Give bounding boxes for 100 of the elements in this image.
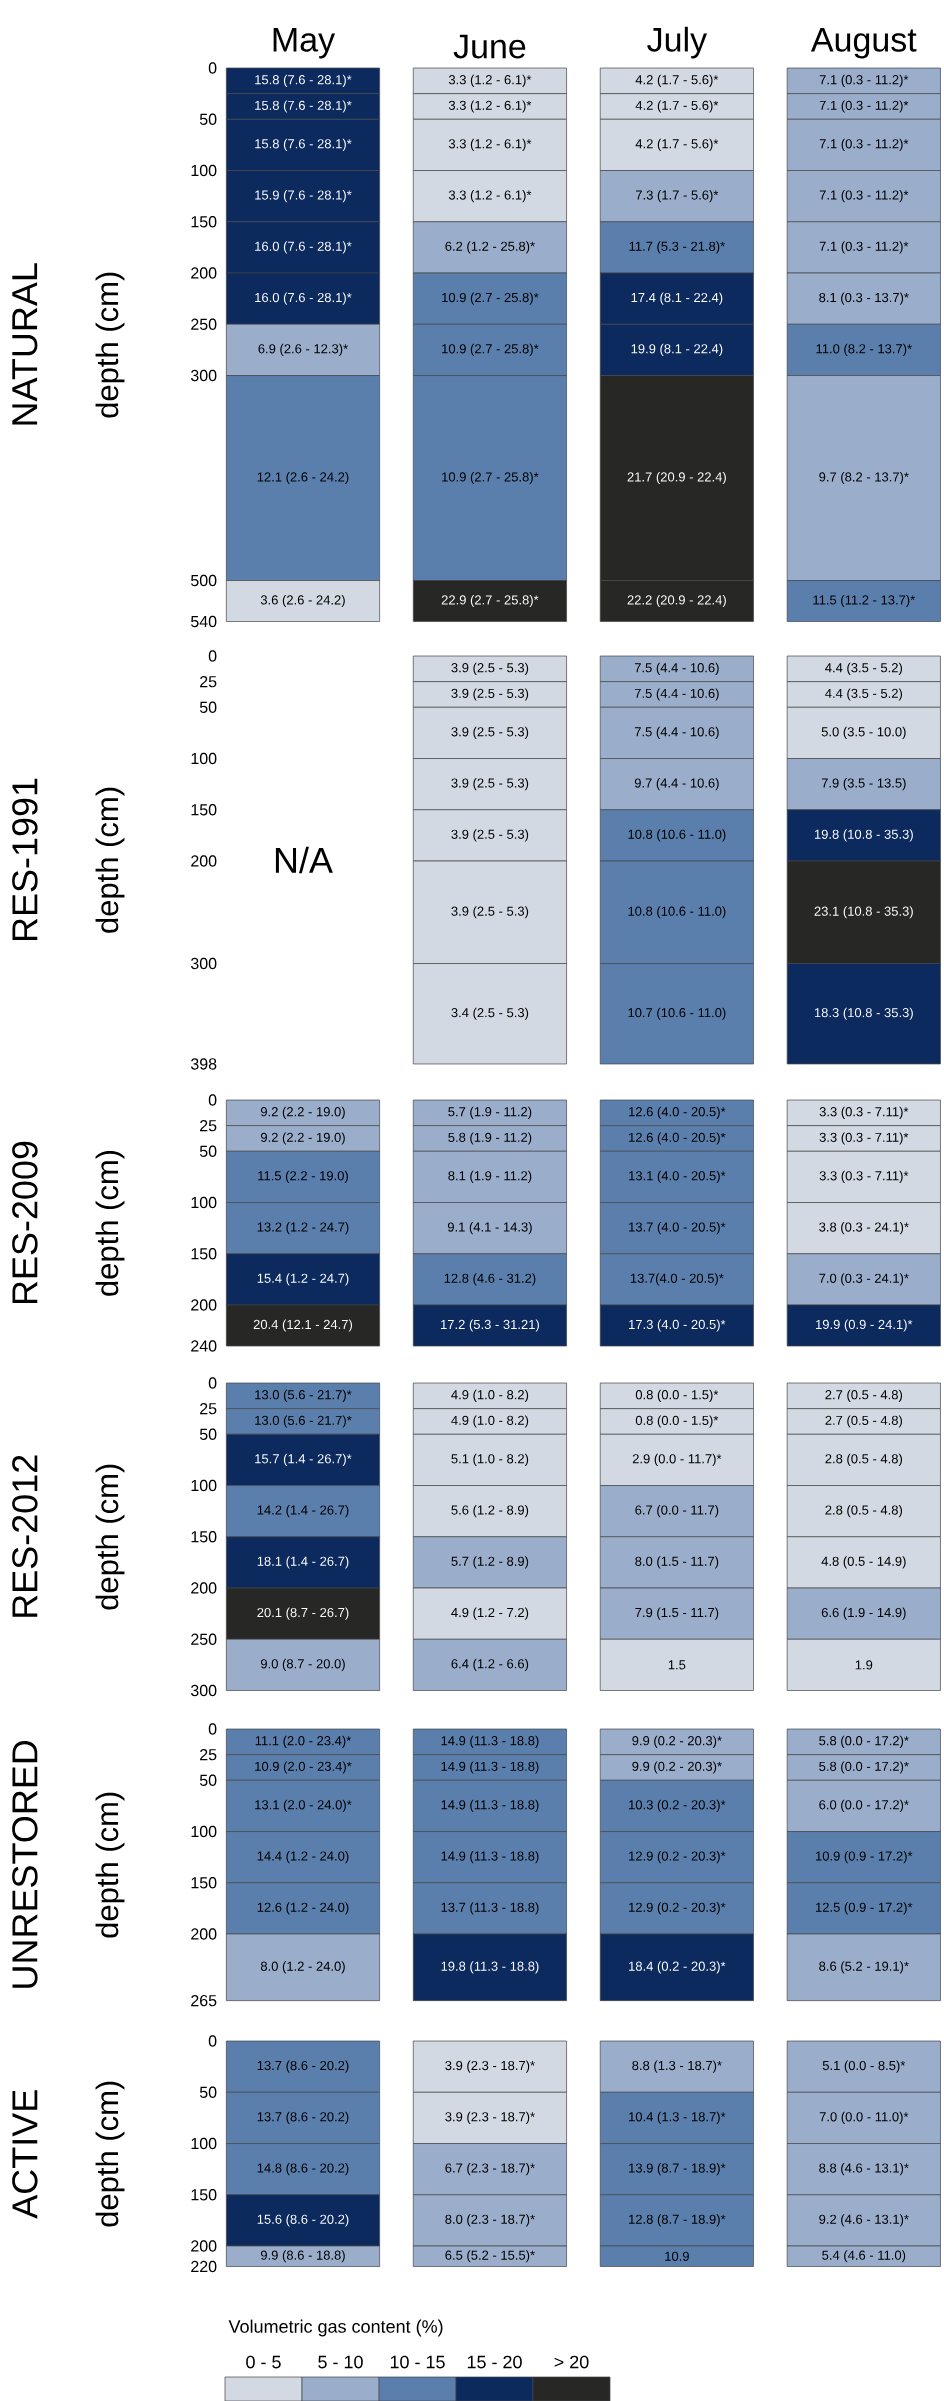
annotation: 12.9 (0.2 - 20.3)* (629, 1902, 726, 1915)
x-tick-label: May (273, 28, 336, 59)
annotation: 6.4 (1.2 - 6.6) (451, 1658, 529, 1671)
annotation: 8.6 (5.2 - 19.1)* (819, 1961, 909, 1974)
x-tick-label: June (453, 34, 526, 59)
annotation: 7.5 (4.4 - 10.6) (634, 688, 719, 701)
text: RES-2009 (12, 1141, 38, 1304)
annotation: 3.3 (0.3 - 7.11)* (819, 1132, 909, 1145)
category-label: 10 - 15 (390, 2355, 445, 2369)
annotation: 6.2 (1.2 - 25.8)* (445, 241, 535, 254)
annotation: 10.9 (665, 2251, 689, 2261)
annotation: 3.6 (2.6 - 24.2) (260, 594, 345, 608)
annotation: 3.9 (2.3 - 18.7)* (445, 2060, 535, 2073)
y-axis-title: depth (cm) (95, 2081, 125, 2227)
y-tick-label: 200 (191, 2240, 217, 2252)
annotation: 9.2 (4.6 - 13.1)* (819, 2214, 909, 2227)
annotation: 19.9 (0.9 - 24.1)* (816, 1319, 913, 1332)
annotation: 15.7 (1.4 - 26.7)* (255, 1453, 352, 1466)
annotation: 2.8 (0.5 - 4.8) (825, 1453, 903, 1466)
annotation: 1.5 (668, 1660, 686, 1670)
annotation: 10.4 (1.3 - 18.7)* (629, 2111, 726, 2124)
category-label: 0 - 5 (246, 2355, 281, 2369)
annotation: 8.0 (1.5 - 11.7) (635, 1556, 719, 1569)
y-tick-label: 200 (191, 1582, 217, 1594)
annotation: 17.2 (5.3 - 31.21) (441, 1319, 539, 1332)
y-axis-title: depth (cm) (95, 787, 125, 933)
annotation: 13.7(4.0 - 20.5)* (630, 1273, 724, 1286)
annotation: 15.8 (7.6 - 28.1)* (255, 100, 352, 113)
annotation: 13.1 (2.0 - 24.0)* (255, 1799, 352, 1812)
annotation: 14.9 (11.3 - 18.8) (441, 1851, 539, 1864)
y-tick-label: 150 (191, 804, 217, 816)
text: NATURAL (12, 263, 38, 425)
y-tick-label: 25 (200, 1119, 217, 1132)
annotation: 13.2 (1.2 - 24.7) (257, 1222, 349, 1235)
annotation: 9.9 (0.2 - 20.3)* (632, 1761, 722, 1774)
annotation: 6.0 (0.0 - 17.2)* (819, 1799, 909, 1812)
annotation: 10.9 (2.7 - 25.8)* (442, 292, 539, 305)
annotation: 3.9 (2.3 - 18.7)* (445, 2111, 535, 2124)
annotation: 1.9 (855, 1660, 873, 1670)
y-tick-label: 0 (208, 1377, 217, 1389)
text: RES-2012 (12, 1455, 38, 1617)
annotation: 5.0 (3.5 - 10.0) (821, 726, 906, 739)
annotation: 2.9 (0.0 - 11.7)* (632, 1453, 722, 1466)
annotation: 7.9 (3.5 - 13.5) (821, 778, 906, 791)
annotation: 8.0 (2.3 - 18.7)* (445, 2214, 535, 2227)
annotation: 16.0 (7.6 - 28.1)* (255, 292, 352, 305)
y-tick-label: 150 (191, 2189, 217, 2201)
annotation: 3.3 (1.2 - 6.1)* (448, 138, 532, 151)
annotation: 7.9 (1.5 - 11.7) (635, 1607, 719, 1620)
annotation: 10.3 (0.2 - 20.3)* (629, 1799, 726, 1812)
x-tick-label: August (810, 28, 917, 59)
annotation: 19.9 (8.1 - 22.4) (631, 343, 723, 356)
y-tick-label: 100 (191, 752, 217, 765)
annotation: 6.9 (2.6 - 12.3)* (258, 343, 348, 356)
y-tick-label: 250 (191, 1633, 217, 1645)
y-tick-label: 100 (191, 164, 217, 177)
annotation: 5.4 (4.6 - 11.0) (822, 2250, 906, 2263)
y-tick-label: 0 (208, 62, 217, 74)
annotation: 8.8 (4.6 - 13.1)* (819, 2163, 909, 2176)
text: RES-1991 (12, 778, 38, 941)
annotation: 9.7 (4.4 - 10.6) (634, 778, 719, 791)
annotation: 8.1 (0.3 - 13.7)* (819, 292, 909, 305)
y-tick-label: 100 (191, 1479, 217, 1492)
annotation: 10.8 (10.6 - 11.0) (628, 829, 726, 842)
annotation: 4.2 (1.7 - 5.6)* (635, 100, 719, 113)
category-label: > 20 (554, 2355, 589, 2369)
annotation: 3.3 (1.2 - 6.1)* (448, 100, 532, 113)
annotation: 3.9 (2.5 - 5.3) (451, 662, 529, 675)
annotation: 5.8 (1.9 - 11.2) (448, 1132, 532, 1145)
annotation: 14.8 (8.6 - 20.2) (257, 2163, 349, 2176)
y-tick-label: 200 (191, 267, 217, 279)
annotation: 4.9 (1.0 - 8.2) (451, 1389, 529, 1402)
annotation: 7.1 (0.3 - 11.2)* (819, 241, 909, 254)
annotation: 11.5 (11.2 - 13.7)* (813, 594, 916, 608)
annotation: 4.4 (3.5 - 5.2) (825, 662, 903, 675)
annotation: 13.9 (8.7 - 18.9)* (629, 2163, 726, 2176)
annotation: 16.0 (7.6 - 28.1)* (255, 241, 352, 254)
y-tick-label: 220 (191, 2260, 217, 2273)
annotation: 3.3 (1.2 - 6.1)* (448, 74, 532, 87)
annotation: 13.7 (8.6 - 20.2) (257, 2060, 349, 2073)
y-axis-title: depth (cm) (95, 272, 125, 418)
y-tick-label: 265 (191, 1994, 217, 2007)
annotation: 3.9 (2.5 - 5.3) (451, 688, 529, 701)
annotation: 7.1 (0.3 - 11.2)* (819, 190, 909, 203)
annotation: 17.4 (8.1 - 22.4) (631, 292, 723, 305)
annotation: 12.8 (4.6 - 31.2) (444, 1273, 536, 1286)
y-tick-label: 200 (191, 855, 217, 867)
y-axis-title: depth (cm) (95, 1150, 125, 1296)
annotation: 7.0 (0.0 - 11.0)* (819, 2111, 909, 2124)
y-tick-label: 50 (199, 1428, 217, 1440)
annotation: 6.7 (0.0 - 11.7) (635, 1505, 719, 1518)
annotation: 6.7 (2.3 - 18.7)* (445, 2163, 535, 2176)
annotation: 5.7 (1.2 - 8.9) (451, 1556, 529, 1569)
annotation: 8.0 (1.2 - 24.0) (260, 1961, 345, 1974)
annotation: 12.5 (0.9 - 17.2)* (816, 1902, 913, 1915)
annotation: 4.9 (1.0 - 8.2) (451, 1415, 529, 1428)
annotation: 9.2 (2.2 - 19.0) (260, 1106, 345, 1119)
annotation: 10.8 (10.6 - 11.0) (628, 906, 726, 919)
annotation: 5.7 (1.9 - 11.2) (448, 1106, 532, 1119)
annotation: 4.2 (1.7 - 5.6)* (635, 74, 719, 87)
